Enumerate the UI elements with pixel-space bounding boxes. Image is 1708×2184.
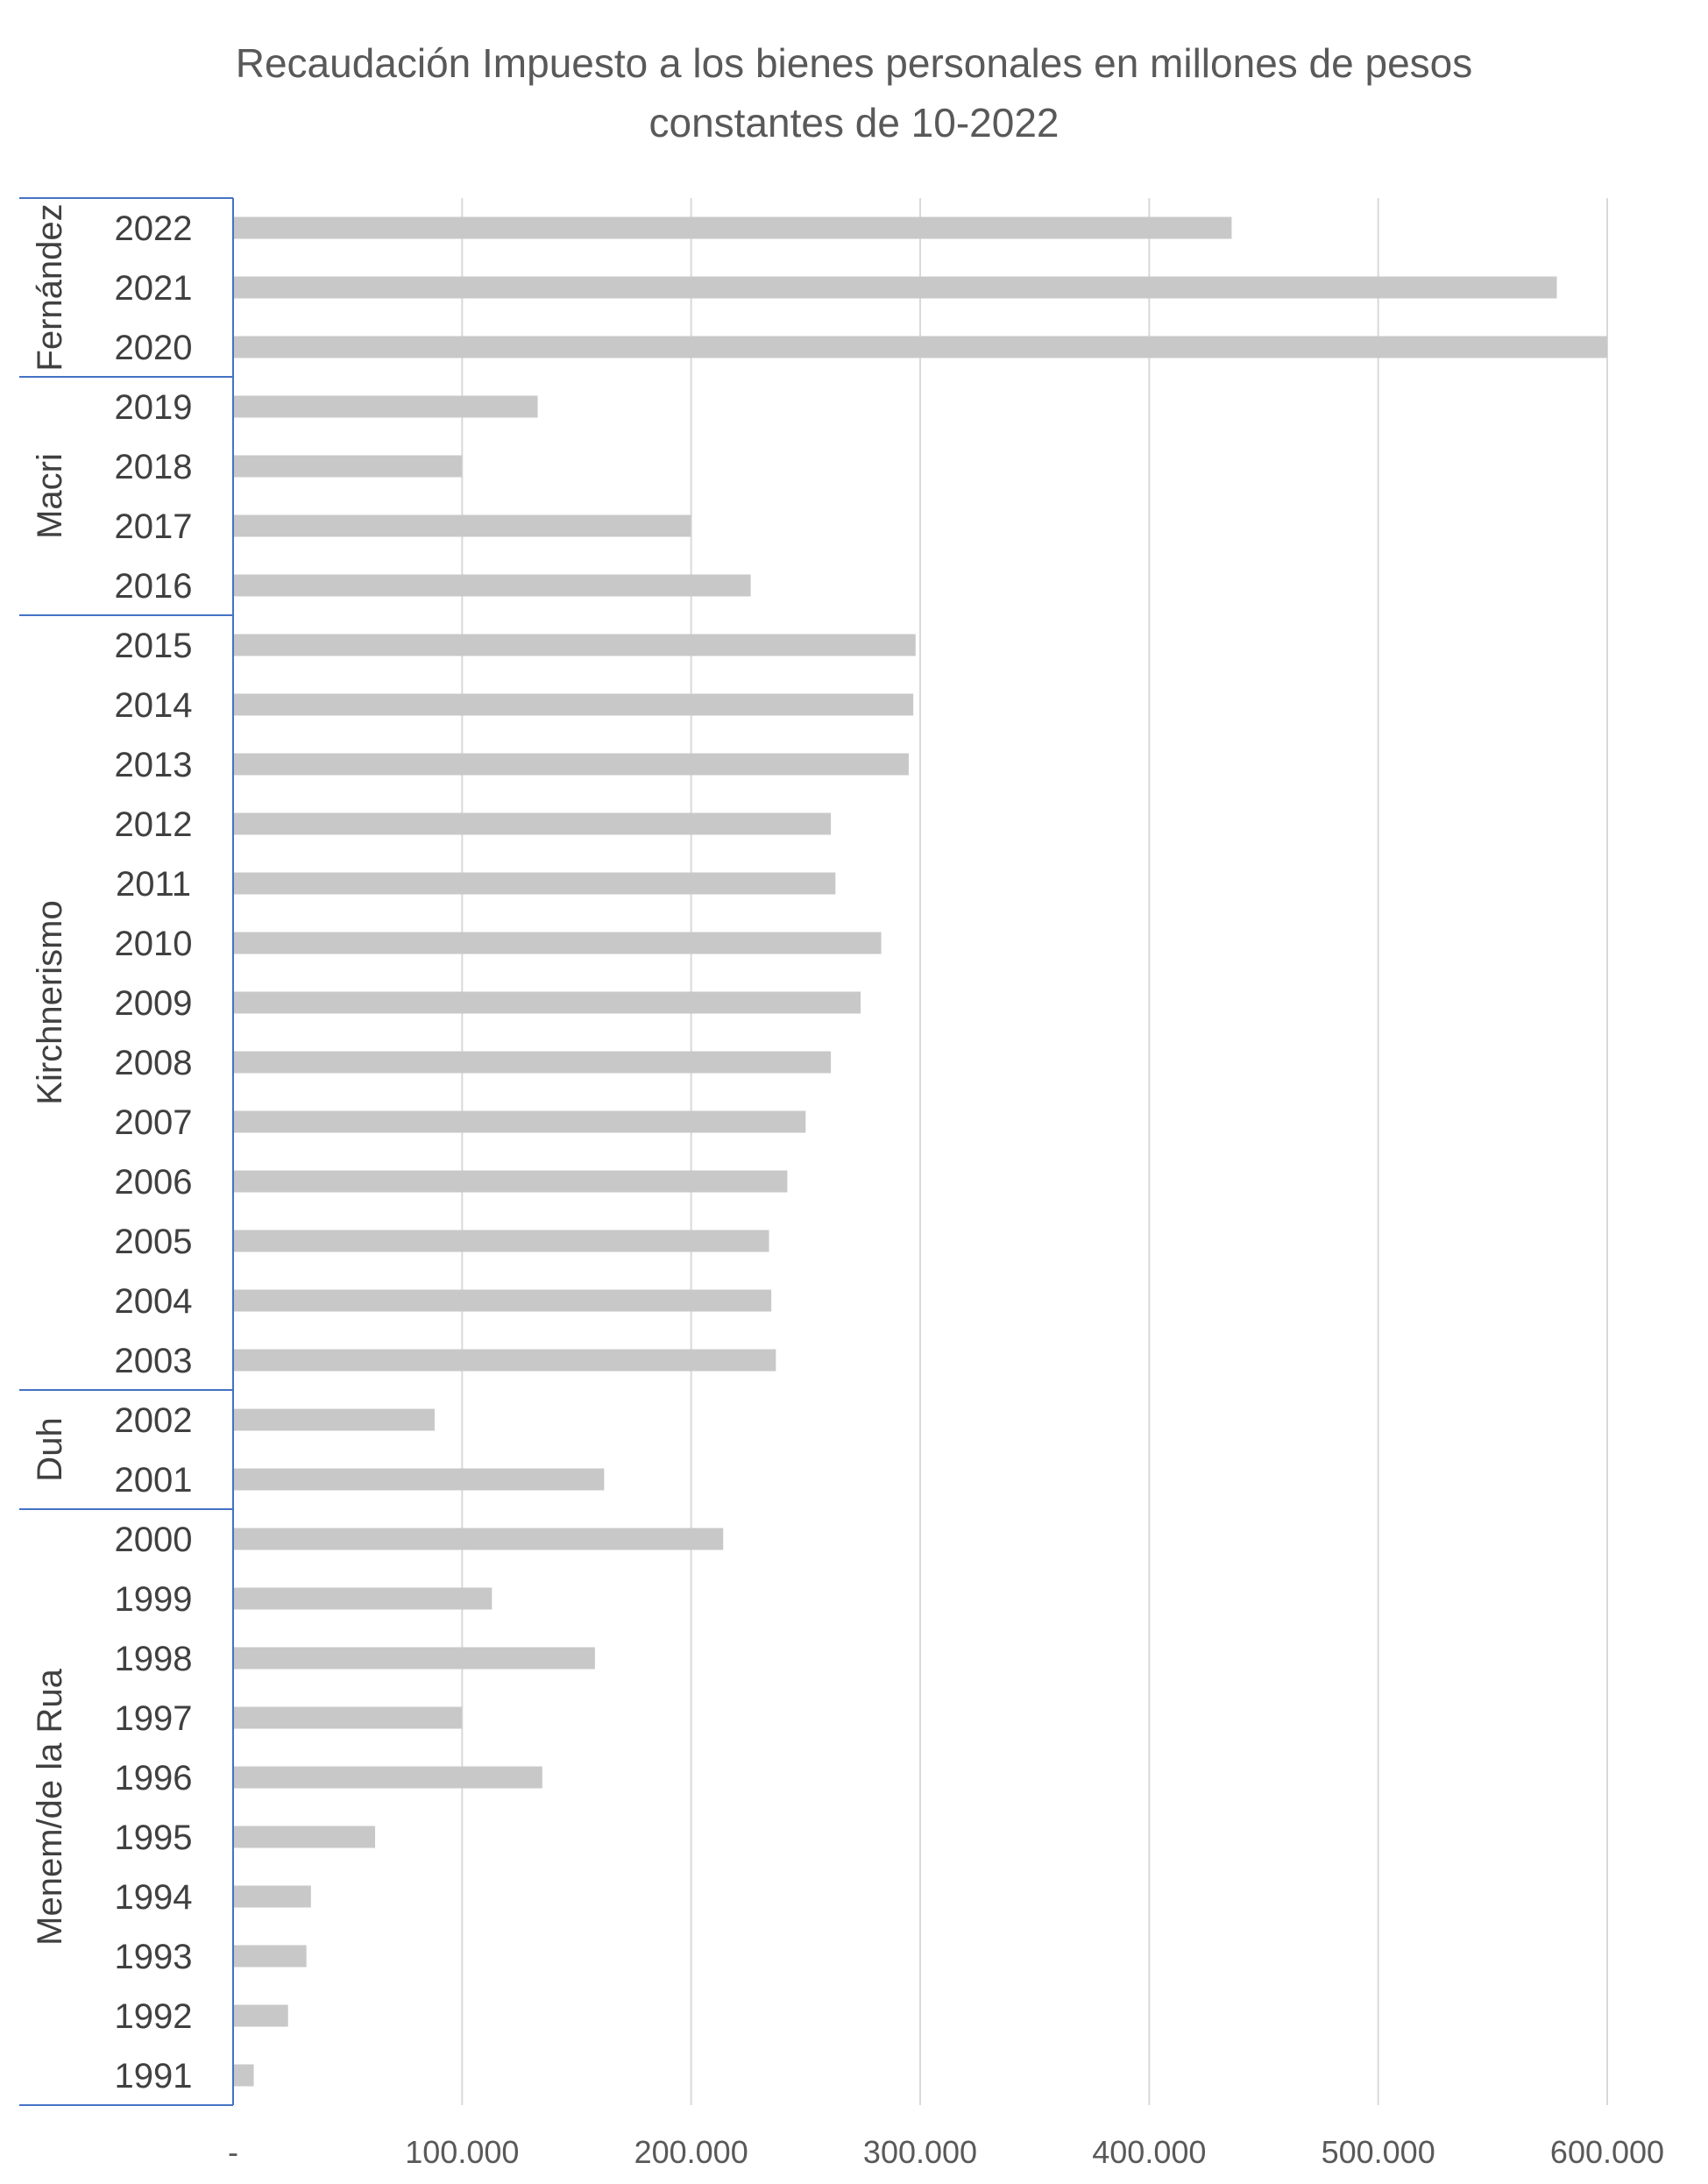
group-label: Kirchnerismo xyxy=(31,900,69,1104)
bar-2018 xyxy=(233,455,463,478)
bars xyxy=(233,216,1607,2087)
bar-2003 xyxy=(233,1349,776,1372)
category-labels: 2022 2021 2020 2019 2018 2017 2016 2015 2014 2013… xyxy=(115,209,193,2095)
category-label: 2013 xyxy=(115,746,193,784)
category-label: 2012 xyxy=(115,805,193,844)
chart-title: Recaudación Impuesto a los bienes person… xyxy=(0,33,1708,152)
category-label: 1997 xyxy=(115,1699,193,1738)
category-label: 1995 xyxy=(115,1819,193,1857)
bar-2022 xyxy=(233,216,1232,239)
bar-2004 xyxy=(233,1289,772,1312)
category-label: 1992 xyxy=(115,1997,193,2036)
bar-2012 xyxy=(233,812,832,835)
category-label: 2010 xyxy=(115,925,193,963)
category-label: 2019 xyxy=(115,388,193,427)
bar-2010 xyxy=(233,932,882,954)
bar-1992 xyxy=(233,2004,288,2027)
category-label: 1991 xyxy=(115,2057,193,2095)
category-label: 2003 xyxy=(115,1342,193,1380)
group-label: Menem/de la Rua xyxy=(31,1668,69,1945)
group-label: Duh xyxy=(31,1417,69,1481)
bar-2021 xyxy=(233,276,1557,299)
category-label: 1996 xyxy=(115,1759,193,1798)
bar-1994 xyxy=(233,1885,311,1908)
category-label: 2020 xyxy=(115,329,193,367)
chart-title-line-1: Recaudación Impuesto a los bienes person… xyxy=(235,40,1473,86)
bar-2007 xyxy=(233,1110,806,1133)
x-tick-label: - xyxy=(228,2134,238,2170)
gridlines xyxy=(461,198,1608,2105)
category-label: 2022 xyxy=(115,209,193,248)
bar-2013 xyxy=(233,753,909,776)
category-groups: Fernández Macri Kirchnerismo Duh Menem/de la… xyxy=(19,197,234,2106)
bar-2009 xyxy=(233,991,861,1014)
x-tick-label: 300.000 xyxy=(863,2134,977,2170)
bar-1991 xyxy=(233,2064,254,2087)
bar-1999 xyxy=(233,1587,493,1610)
category-label: 2017 xyxy=(115,507,193,546)
category-label: 2018 xyxy=(115,448,193,486)
x-tick-label: 100.000 xyxy=(405,2134,519,2170)
x-tick-label: 400.000 xyxy=(1092,2134,1206,2170)
bar-2000 xyxy=(233,1528,724,1550)
bar-2014 xyxy=(233,693,914,716)
bar-2008 xyxy=(233,1051,832,1074)
bar-2011 xyxy=(233,872,836,895)
bar-2016 xyxy=(233,574,751,597)
x-tick-label: 200.000 xyxy=(634,2134,748,2170)
category-label: 2016 xyxy=(115,567,193,606)
category-label: 1994 xyxy=(115,1878,193,1917)
bar-2005 xyxy=(233,1230,769,1252)
bar-2017 xyxy=(233,514,691,537)
bar-2020 xyxy=(233,336,1607,358)
bar-2015 xyxy=(233,634,916,656)
category-label: 2006 xyxy=(115,1163,193,1202)
x-axis-tick-labels: - 100.000 200.000 300.000 400.000 500.000 600.… xyxy=(228,2134,1664,2170)
bar-1997 xyxy=(233,1706,463,1729)
bar-1998 xyxy=(233,1647,595,1670)
category-label: 1999 xyxy=(115,1580,193,1619)
bar-1996 xyxy=(233,1766,542,1789)
group-label: Fernández xyxy=(31,203,69,371)
bar-2002 xyxy=(233,1408,435,1431)
x-tick-label: 600.000 xyxy=(1550,2134,1664,2170)
category-label: 2014 xyxy=(115,686,193,725)
category-label: 1998 xyxy=(115,1640,193,1678)
group-label: Macri xyxy=(31,453,69,539)
category-label: 1993 xyxy=(115,1938,193,1976)
chart-title-line-2: constantes de 10-2022 xyxy=(648,100,1060,145)
category-label: 2007 xyxy=(115,1103,193,1142)
bar-1995 xyxy=(233,1826,376,1848)
bar-1993 xyxy=(233,1945,307,1968)
category-label: 2008 xyxy=(115,1044,193,1082)
category-label: 2005 xyxy=(115,1223,193,1261)
category-label: 2001 xyxy=(115,1461,193,1500)
category-label: 2011 xyxy=(116,865,191,904)
category-label: 2002 xyxy=(115,1401,193,1440)
category-label: 2004 xyxy=(115,1282,193,1321)
category-label: 2009 xyxy=(115,984,193,1023)
bar-2001 xyxy=(233,1468,605,1491)
category-label: 2015 xyxy=(115,627,193,665)
x-tick-label: 500.000 xyxy=(1322,2134,1435,2170)
category-label: 2000 xyxy=(115,1521,193,1559)
category-label: 2021 xyxy=(115,269,193,308)
bar-2006 xyxy=(233,1170,788,1193)
bar-2019 xyxy=(233,395,538,418)
